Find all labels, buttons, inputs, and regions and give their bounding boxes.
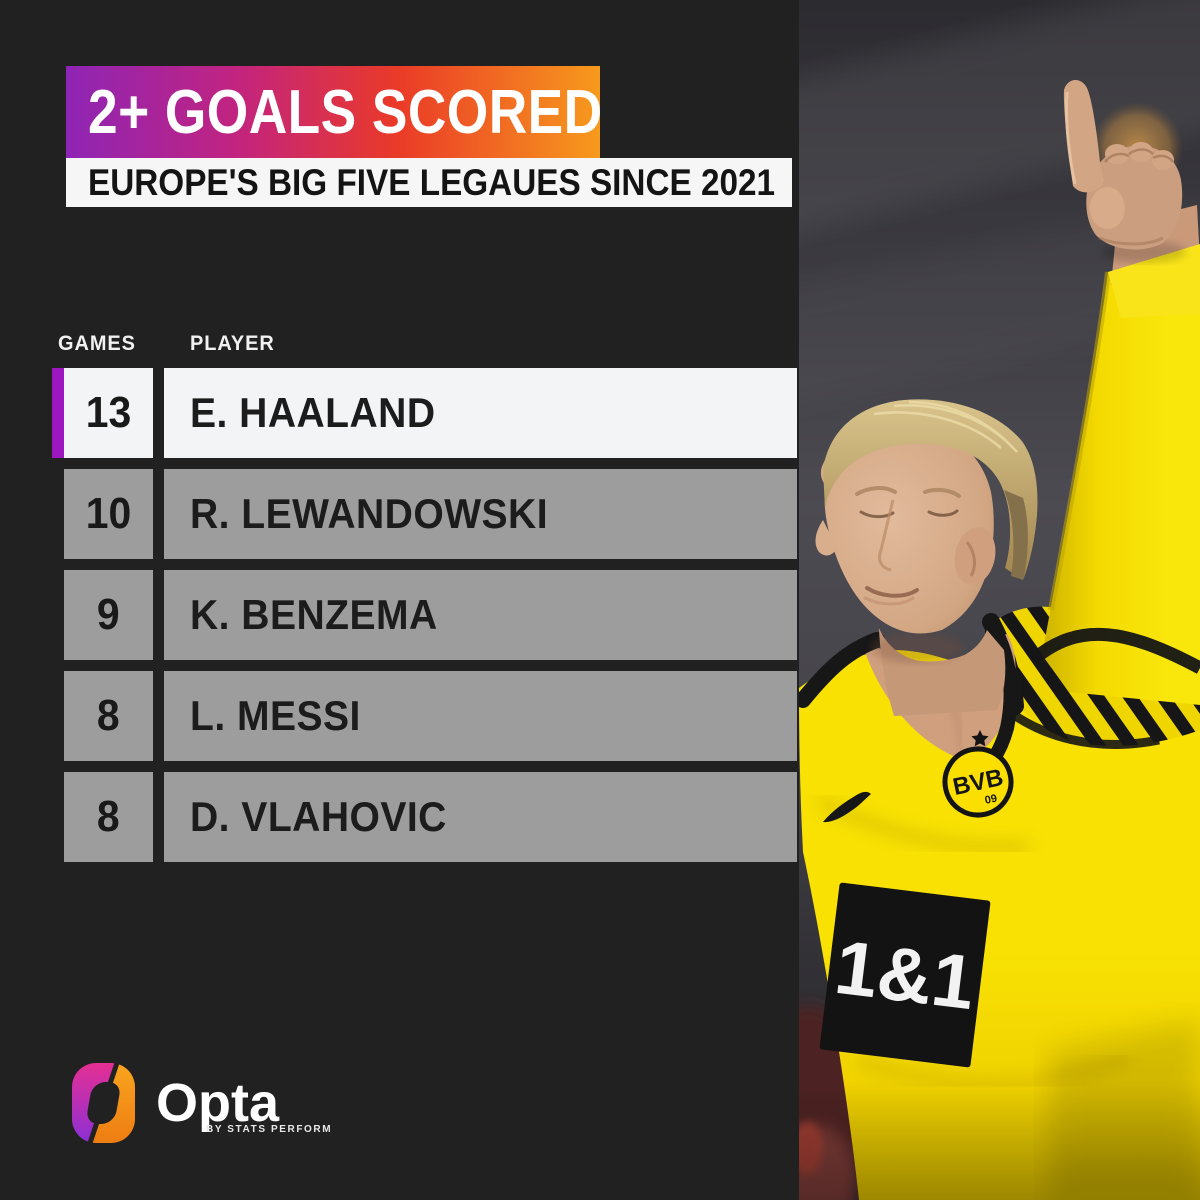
sponsor-text: 1&1 [831,925,980,1026]
player-cell: E. HAALAND [164,368,797,458]
games-cell: 8 [64,772,153,862]
sponsor-patch: 1&1 [819,882,991,1068]
table-row: 8 L. MESSI [52,671,797,761]
face [820,422,994,634]
row-highlight-bar [52,469,64,559]
games-cell: 13 [64,368,153,458]
games-cell: 10 [64,469,153,559]
title-banner: 2+ GOALS SCORED [66,66,603,158]
player-photo-illustration: BVB 09 1&1 [729,0,1200,1200]
row-highlight-bar [52,671,64,761]
player-cell: R. LEWANDOWSKI [164,469,797,559]
row-highlight-bar [52,368,64,458]
club-crest: BVB 09 [942,746,1014,818]
index-finger [1063,79,1104,193]
jersey-sleeve [1042,246,1200,705]
star-icon [971,730,989,747]
hair [823,399,1038,580]
subtitle-strip: EUROPE'S BIG FIVE LEGAUES SINCE 2021 [66,158,792,207]
neck [879,628,1006,716]
crest-year: 09 [984,793,998,807]
page-subtitle: EUROPE'S BIG FIVE LEGAUES SINCE 2021 [88,161,776,203]
player-head [815,399,1038,716]
row-highlight-bar [52,772,64,862]
player-photo: BVB 09 1&1 [729,0,1200,1200]
sleeve-cuff [1108,244,1200,318]
pointing-hand [1063,79,1183,250]
page-title: 2+ GOALS SCORED [88,77,603,147]
stats-table: 13 E. HAALAND 10 R. LEWANDOWSKI 9 K. BEN… [52,368,797,873]
collar-trim-left [795,632,885,708]
row-highlight-bar [52,570,64,660]
player-cell: L. MESSI [164,671,797,761]
games-cell: 8 [64,671,153,761]
opta-logo-icon [72,1063,135,1143]
puma-logo-icon [823,791,871,823]
brand-subtext: BY STATS PERFORM [206,1124,333,1135]
table-row: 10 R. LEWANDOWSKI [52,469,797,559]
table-row: 13 E. HAALAND [52,368,797,458]
table-row: 9 K. BENZEMA [52,570,797,660]
column-header-games: GAMES [58,332,136,355]
brand-name: Opta [156,1073,280,1133]
player-cell: K. BENZEMA [164,570,797,660]
column-header-player: PLAYER [190,332,275,355]
games-cell: 9 [64,570,153,660]
player-cell: D. VLAHOVIC [164,772,797,862]
table-row: 8 D. VLAHOVIC [52,772,797,862]
